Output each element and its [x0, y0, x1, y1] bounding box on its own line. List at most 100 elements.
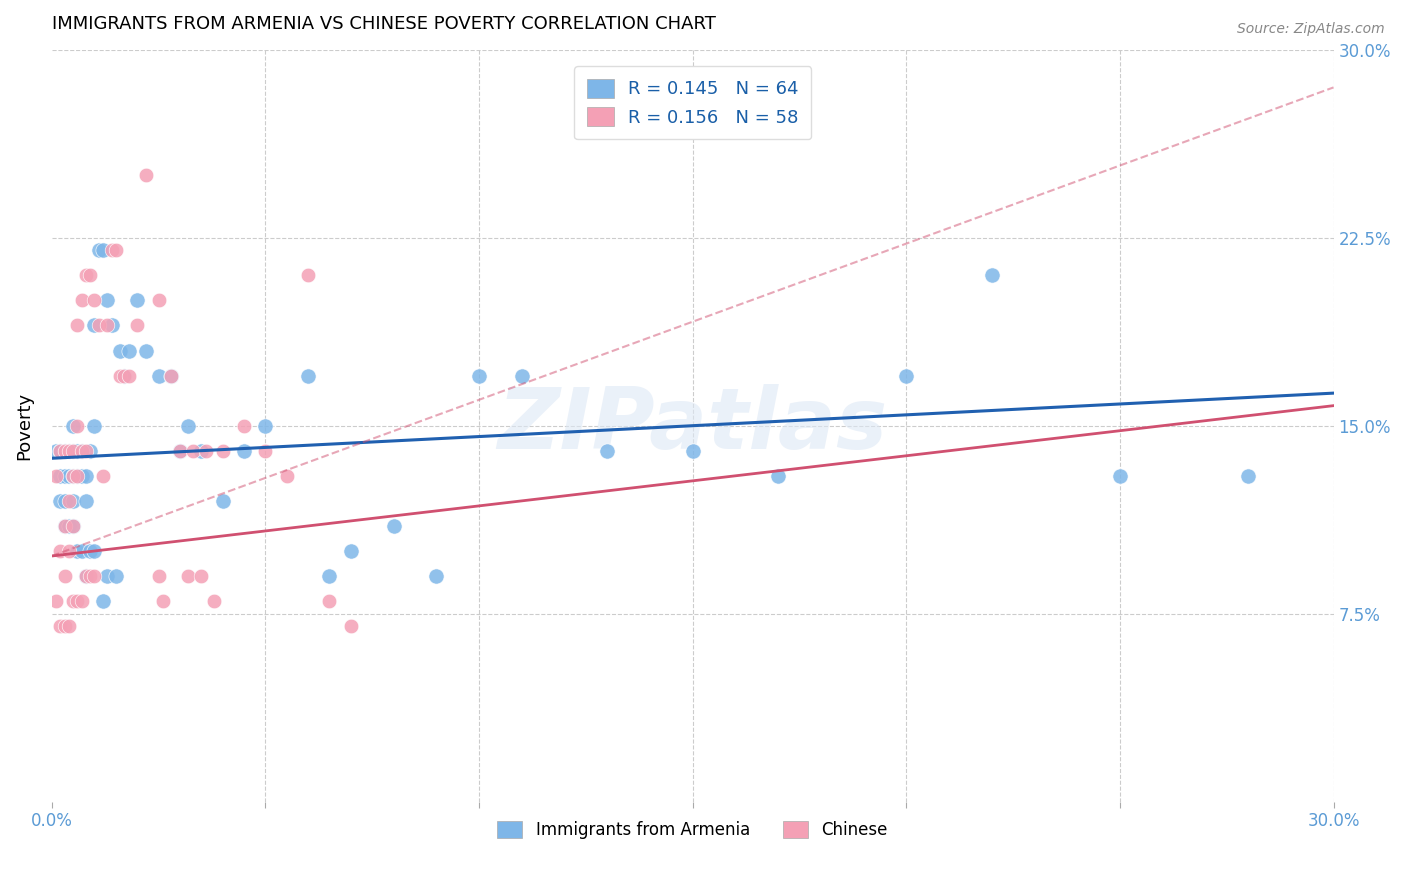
Point	[79, 569, 101, 583]
Point	[318, 594, 340, 608]
Point	[83, 418, 105, 433]
Point	[62, 443, 84, 458]
Point	[45, 594, 67, 608]
Point	[70, 293, 93, 308]
Point	[596, 443, 619, 458]
Point	[66, 443, 89, 458]
Point	[148, 368, 170, 383]
Point	[75, 569, 97, 583]
Point	[233, 418, 256, 433]
Point	[169, 443, 191, 458]
Point	[58, 443, 80, 458]
Point	[510, 368, 533, 383]
Point	[340, 619, 363, 633]
Point	[96, 569, 118, 583]
Point	[83, 569, 105, 583]
Point	[254, 418, 277, 433]
Point	[211, 443, 233, 458]
Point	[190, 443, 212, 458]
Point	[49, 494, 72, 508]
Point	[135, 343, 157, 358]
Point	[112, 368, 135, 383]
Point	[53, 494, 76, 508]
Point	[91, 594, 114, 608]
Point	[96, 318, 118, 333]
Point	[62, 519, 84, 533]
Point	[896, 368, 918, 383]
Point	[87, 244, 110, 258]
Point	[62, 418, 84, 433]
Point	[152, 594, 174, 608]
Point	[233, 443, 256, 458]
Point	[70, 443, 93, 458]
Y-axis label: Poverty: Poverty	[15, 392, 32, 459]
Point	[766, 468, 789, 483]
Point	[66, 594, 89, 608]
Point	[682, 443, 704, 458]
Point	[45, 443, 67, 458]
Point	[79, 544, 101, 558]
Point	[160, 368, 183, 383]
Point	[75, 494, 97, 508]
Point	[177, 569, 200, 583]
Point	[79, 268, 101, 283]
Point	[62, 468, 84, 483]
Point	[160, 368, 183, 383]
Point	[58, 443, 80, 458]
Point	[75, 268, 97, 283]
Point	[53, 443, 76, 458]
Point	[79, 443, 101, 458]
Point	[100, 318, 122, 333]
Point	[1109, 468, 1132, 483]
Point	[62, 468, 84, 483]
Point	[70, 443, 93, 458]
Point	[91, 468, 114, 483]
Point	[53, 468, 76, 483]
Point	[70, 594, 93, 608]
Point	[118, 343, 141, 358]
Point	[980, 268, 1002, 283]
Point	[83, 544, 105, 558]
Point	[62, 494, 84, 508]
Point	[108, 368, 131, 383]
Point	[53, 569, 76, 583]
Point	[148, 293, 170, 308]
Point	[254, 443, 277, 458]
Legend: Immigrants from Armenia, Chinese: Immigrants from Armenia, Chinese	[491, 814, 894, 846]
Point	[318, 569, 340, 583]
Text: IMMIGRANTS FROM ARMENIA VS CHINESE POVERTY CORRELATION CHART: IMMIGRANTS FROM ARMENIA VS CHINESE POVER…	[52, 15, 716, 33]
Point	[181, 443, 204, 458]
Point	[112, 368, 135, 383]
Point	[53, 519, 76, 533]
Point	[66, 544, 89, 558]
Point	[75, 443, 97, 458]
Point	[66, 318, 89, 333]
Point	[104, 244, 127, 258]
Point	[53, 443, 76, 458]
Point	[91, 244, 114, 258]
Text: Source: ZipAtlas.com: Source: ZipAtlas.com	[1237, 22, 1385, 37]
Point	[104, 569, 127, 583]
Text: ZIPatlas: ZIPatlas	[498, 384, 887, 467]
Point	[70, 544, 93, 558]
Point	[340, 544, 363, 558]
Point	[297, 268, 319, 283]
Point	[1237, 468, 1260, 483]
Point	[382, 519, 405, 533]
Point	[53, 619, 76, 633]
Point	[118, 368, 141, 383]
Point	[75, 468, 97, 483]
Point	[62, 443, 84, 458]
Point	[66, 468, 89, 483]
Point	[49, 443, 72, 458]
Point	[58, 619, 80, 633]
Point	[62, 519, 84, 533]
Point	[276, 468, 298, 483]
Point	[62, 594, 84, 608]
Point	[297, 368, 319, 383]
Point	[96, 293, 118, 308]
Point	[148, 569, 170, 583]
Point	[66, 418, 89, 433]
Point	[194, 443, 217, 458]
Point	[75, 569, 97, 583]
